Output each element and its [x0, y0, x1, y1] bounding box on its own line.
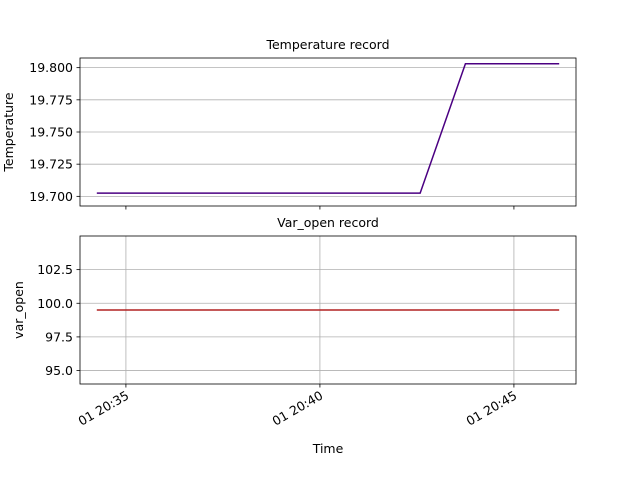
temperature-panel: 19.700 19.725 19.750 19.775 19.800 Temperatur…	[1, 37, 577, 210]
series-line	[96, 63, 560, 194]
y-tick-label: 102.5	[37, 262, 73, 277]
y-tick-label: 95.0	[45, 363, 73, 378]
chart-title: Var_open record	[277, 215, 379, 230]
y-tick-label: 97.5	[45, 329, 73, 344]
x-axis-label: Time	[312, 441, 344, 456]
x-tick-label: 01 20:45	[464, 388, 520, 429]
axes-frame	[79, 235, 577, 385]
chart-title: Temperature record	[265, 37, 389, 52]
y-axis-label: var_open	[11, 281, 26, 339]
y-tick-label: 19.750	[29, 125, 73, 140]
x-tick-label: 01 20:35	[75, 388, 131, 429]
y-axis-label: Temperature	[1, 92, 16, 172]
y-tick-label: 19.775	[29, 92, 73, 107]
y-tick-label: 19.700	[29, 189, 73, 204]
y-tick-label: 100.0	[37, 296, 73, 311]
var-open-panel: 95.0 97.5 100.0 102.5 01 20:35 01 20:40 01 20:…	[11, 215, 577, 456]
y-tick-label: 19.725	[29, 157, 73, 172]
x-tick-label: 01 20:40	[270, 388, 326, 429]
y-tick-label: 19.800	[29, 60, 73, 75]
